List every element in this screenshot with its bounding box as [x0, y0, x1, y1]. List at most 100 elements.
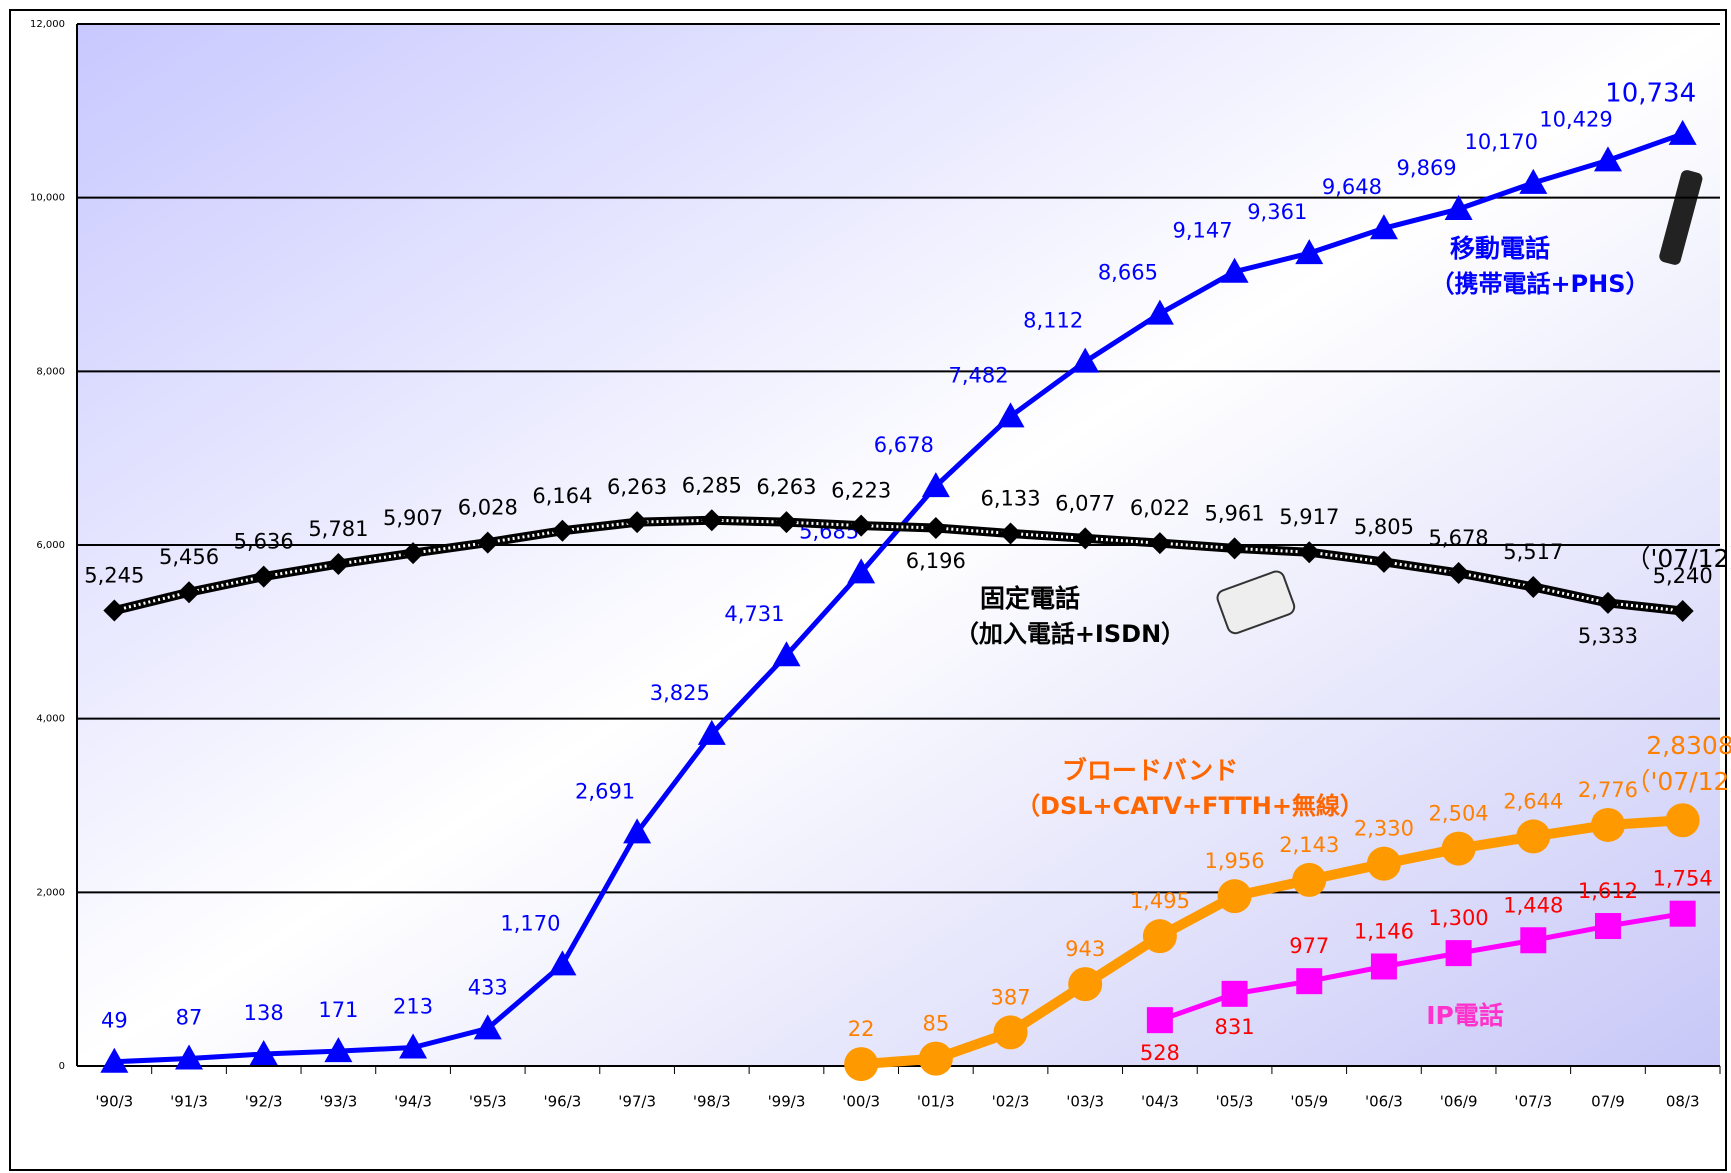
y-tick-label: 4,000 — [36, 714, 65, 725]
marker — [1068, 967, 1103, 1002]
data-label: 943 — [1065, 937, 1105, 961]
marker — [551, 519, 574, 542]
marker — [850, 514, 873, 537]
marker — [1295, 239, 1324, 265]
data-label: 5,636 — [234, 530, 294, 554]
marker — [473, 1014, 502, 1040]
marker — [1372, 550, 1395, 573]
marker — [993, 1015, 1028, 1050]
data-label: 87 — [176, 1005, 203, 1029]
marker — [626, 511, 649, 534]
x-tick-label: '90/3 — [95, 1093, 133, 1111]
x-tick-label: '02/3 — [992, 1093, 1030, 1111]
data-label: 977 — [1289, 934, 1329, 958]
data-label: 6,285 — [682, 473, 742, 497]
marker — [1516, 819, 1551, 854]
data-label: 5,907 — [383, 506, 443, 530]
x-tick-label: '96/3 — [544, 1093, 582, 1111]
marker — [399, 1033, 428, 1059]
marker — [697, 719, 726, 745]
x-tick-label: '00/3 — [842, 1093, 880, 1111]
y-tick-label: 2,000 — [36, 887, 65, 898]
marker — [1292, 862, 1327, 897]
data-label: 5,517 — [1503, 540, 1563, 564]
data-label: 1,956 — [1205, 849, 1265, 873]
marker — [1148, 532, 1171, 555]
y-tick-label: 6,000 — [36, 540, 65, 551]
marker — [103, 599, 126, 622]
x-tick-label: '93/3 — [319, 1093, 357, 1111]
data-label: 9,869 — [1397, 156, 1457, 180]
y-tick-label: 10,000 — [30, 193, 65, 204]
marker — [1447, 561, 1470, 584]
y-tick-label: 12,000 — [30, 19, 65, 30]
x-tick-label: 08/3 — [1666, 1093, 1700, 1111]
marker — [1445, 940, 1472, 967]
marker — [1590, 807, 1625, 842]
data-label: 6,223 — [831, 479, 891, 503]
marker — [249, 1040, 278, 1066]
data-label: 9,648 — [1322, 175, 1382, 199]
data-label: 1,170 — [500, 911, 560, 935]
marker — [548, 950, 577, 976]
series-name: IP電話 — [1426, 1001, 1504, 1030]
data-label: 6,133 — [980, 486, 1040, 510]
data-label: 10,429 — [1539, 107, 1612, 131]
data-label: 5,781 — [308, 517, 368, 541]
x-tick-label: '05/3 — [1216, 1093, 1254, 1111]
data-label: 1,754 — [1653, 867, 1713, 891]
data-label: 171 — [318, 998, 358, 1022]
x-tick-label: '05/9 — [1290, 1093, 1328, 1111]
marker — [1220, 257, 1249, 283]
x-tick-label: '91/3 — [170, 1093, 208, 1111]
marker — [1369, 214, 1398, 240]
phone-icon — [1216, 570, 1296, 635]
marker — [1298, 541, 1321, 564]
data-label: 5,961 — [1205, 501, 1265, 525]
x-tick-label: '01/3 — [917, 1093, 955, 1111]
marker — [1596, 591, 1619, 614]
marker — [476, 531, 499, 554]
x-tick-label: '06/3 — [1365, 1093, 1403, 1111]
data-label: 10,734 — [1605, 78, 1696, 108]
annotation: 2,8308 — [1646, 731, 1731, 760]
marker — [999, 522, 1022, 545]
data-label: 6,164 — [532, 484, 592, 508]
data-label: 2,330 — [1354, 817, 1414, 841]
x-tick-label: '03/3 — [1066, 1093, 1104, 1111]
data-label: 528 — [1140, 1041, 1180, 1065]
data-label: 4,731 — [724, 602, 784, 626]
x-tick-label: '97/3 — [618, 1093, 656, 1111]
x-tick-label: '94/3 — [394, 1093, 432, 1111]
data-label: 3,825 — [650, 681, 710, 705]
data-label: 6,263 — [607, 475, 667, 499]
marker — [1668, 119, 1697, 145]
marker — [175, 1044, 204, 1070]
data-label: 10,170 — [1465, 130, 1538, 154]
marker — [1145, 299, 1174, 325]
marker — [1217, 879, 1252, 914]
series-name: 移動電話 — [1450, 234, 1550, 263]
x-tick-label: '92/3 — [245, 1093, 283, 1111]
marker — [1671, 599, 1694, 622]
marker — [1520, 927, 1547, 954]
y-tick-label: 8,000 — [36, 366, 65, 377]
marker — [1519, 168, 1548, 194]
marker — [324, 1037, 353, 1063]
x-tick-label: '06/9 — [1440, 1093, 1478, 1111]
data-label: 8,112 — [1023, 309, 1083, 333]
annotation: （'07/12） — [1626, 544, 1731, 573]
marker — [327, 553, 350, 576]
marker — [1142, 919, 1177, 954]
marker — [252, 565, 275, 588]
data-label: 1,495 — [1130, 889, 1190, 913]
marker — [844, 1047, 879, 1082]
data-label: 9,361 — [1247, 200, 1307, 224]
data-label: 5,456 — [159, 545, 219, 569]
data-label: 2,143 — [1279, 833, 1339, 857]
data-label: 6,678 — [874, 433, 934, 457]
marker — [918, 1041, 953, 1076]
data-label: 1,146 — [1354, 919, 1414, 943]
mobile-icon — [1659, 170, 1703, 265]
marker — [1296, 968, 1323, 995]
